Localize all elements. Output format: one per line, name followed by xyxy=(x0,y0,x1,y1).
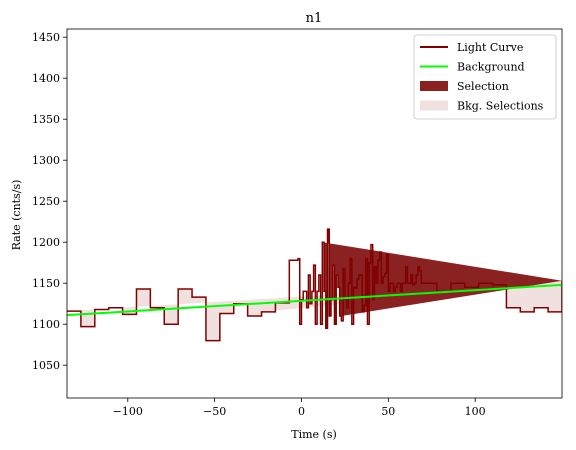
x-tick-label: 100 xyxy=(465,405,486,418)
legend-swatch-patch xyxy=(420,81,448,91)
y-tick-label: 1400 xyxy=(32,72,60,85)
background-fit-line xyxy=(67,283,562,317)
x-tick-label: −100 xyxy=(113,405,143,418)
legend-swatch-patch xyxy=(420,100,448,111)
x-axis-label: Time (s) xyxy=(291,428,337,441)
light-curve-line xyxy=(67,228,562,342)
y-tick-label: 1350 xyxy=(32,113,60,126)
y-axis-label: Rate (cnts/s) xyxy=(10,180,23,251)
legend-box xyxy=(413,34,557,120)
plot-frame xyxy=(66,28,563,399)
legend-label: Selection xyxy=(457,80,509,93)
y-tick-label: 1450 xyxy=(32,31,60,44)
plot-area: −100 −50 0 50 100 1050 1100 1150 1200 1250 1300 135… xyxy=(32,28,563,418)
legend-label: Light Curve xyxy=(457,41,523,54)
legend-label: Background xyxy=(457,61,525,74)
x-tick-label: 0 xyxy=(298,405,305,418)
legend-label: Bkg. Selections xyxy=(457,100,544,113)
bkg-selection-area xyxy=(67,280,562,341)
y-tick-label: 1300 xyxy=(32,154,60,167)
x-tick-label: −50 xyxy=(203,405,226,418)
y-tick-label: 1150 xyxy=(32,277,60,290)
plot-layer xyxy=(67,228,562,342)
y-tick-label: 1250 xyxy=(32,195,60,208)
x-tick-label: 50 xyxy=(381,405,395,418)
y-tick-label: 1050 xyxy=(32,359,60,372)
y-tick-label: 1100 xyxy=(32,318,60,331)
y-tick-label: 1200 xyxy=(32,236,60,249)
selection-area xyxy=(322,229,562,329)
legend: Light Curve Background Selection Bkg. Selec… xyxy=(413,34,557,120)
chart-title: n1 xyxy=(306,11,323,26)
